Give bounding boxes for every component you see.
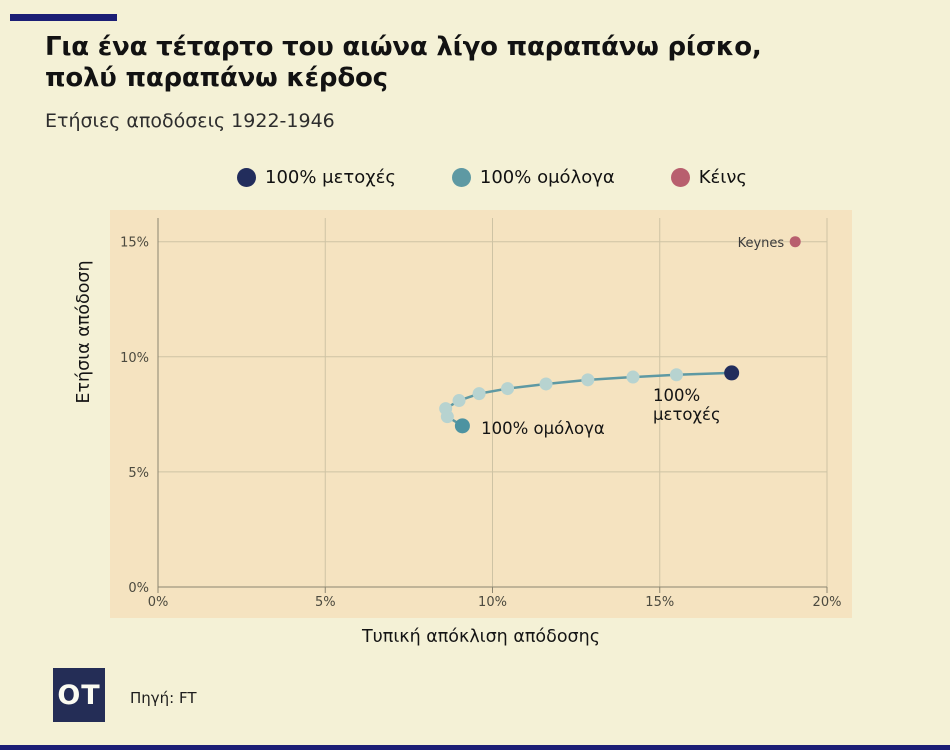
brand-dash: [10, 14, 117, 21]
ot-logo: OT: [53, 668, 105, 722]
y-tick-label: 10%: [120, 351, 149, 366]
plot-panel: 0% 5% 10% 15% 20% 0% 5% 10% 15% Keynes 100% μετοχές…: [110, 210, 852, 618]
frontier-point: [452, 394, 466, 408]
y-tick-label: 5%: [128, 466, 149, 481]
legend-label: Κέινς: [698, 167, 747, 188]
legend-dot-icon: [237, 168, 256, 187]
legend-item-0: 100% μετοχές: [237, 167, 396, 188]
x-tick-label: 10%: [478, 595, 507, 610]
annotation-label: 100% ομόλογα: [481, 419, 605, 438]
plot-svg: 0% 5% 10% 15% 20% 0% 5% 10% 15% Keynes 100%μετοχές…: [120, 218, 842, 610]
frontier-point: [581, 373, 595, 387]
legend-label: 100% μετοχές: [265, 167, 396, 188]
y-tick-label: 0%: [128, 581, 149, 596]
y-tick-label: 15%: [120, 236, 149, 251]
x-tick-label: 15%: [645, 595, 674, 610]
annotation-label: 100%: [653, 386, 700, 405]
frontier-point: [539, 377, 553, 391]
stocks-100-point: [724, 365, 740, 381]
y-axis-title: Ετήσια απόδοση: [74, 260, 94, 404]
legend-label: 100% ομόλογα: [479, 167, 615, 188]
legend-item-1: 100% ομόλογα: [451, 167, 615, 188]
chart-subtitle: Ετήσιες αποδόσεις 1922-1946: [45, 110, 335, 132]
page-title: Για ένα τέταρτο του αιώνα λίγο παραπάνω …: [45, 32, 865, 93]
frontier-point: [501, 382, 515, 396]
source-text: Πηγή: FT: [130, 689, 197, 707]
x-tick-label: 0%: [148, 595, 169, 610]
annotation-label: μετοχές: [653, 405, 721, 424]
frontier-point: [439, 402, 453, 416]
x-tick-label: 5%: [315, 595, 336, 610]
bonds-100-point: [454, 418, 470, 434]
legend-item-2: Κέινς: [670, 167, 747, 188]
legend-dot-icon: [451, 168, 471, 187]
brand-bottom-bar: [0, 745, 950, 750]
frontier-point: [669, 368, 683, 382]
legend: 100% μετοχές 100% ομόλογα Κέινς: [0, 167, 950, 188]
keynes-point: [789, 236, 801, 248]
x-tick-label: 20%: [813, 595, 842, 610]
x-axis-title: Τυπική απόκλιση απόδοσης: [361, 627, 600, 647]
frontier-point: [626, 370, 640, 384]
title-line-2: πολύ παραπάνω κέρδος: [45, 62, 388, 93]
title-line-1: Για ένα τέταρτο του αιώνα λίγο παραπάνω …: [45, 32, 762, 62]
frontier-point: [472, 387, 486, 401]
annotation-label: Keynes: [738, 236, 785, 251]
legend-dot-icon: [670, 168, 690, 187]
